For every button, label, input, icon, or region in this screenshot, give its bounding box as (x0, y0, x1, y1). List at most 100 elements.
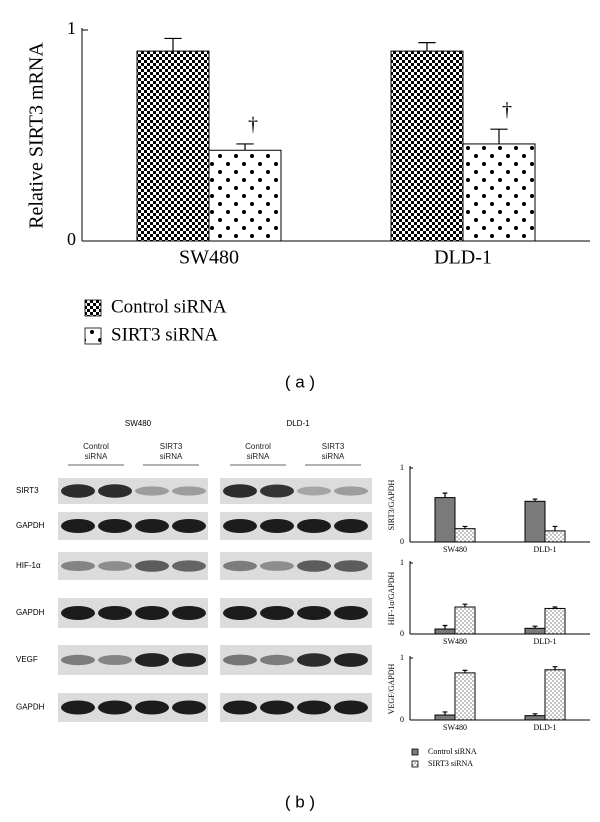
blot-band (98, 654, 132, 666)
x-tick-label: DLD-1 (533, 723, 556, 732)
blot-band (98, 519, 132, 533)
legend-swatch (411, 760, 419, 768)
blot-band (98, 561, 132, 571)
bar (524, 715, 546, 721)
blot-band (297, 606, 331, 620)
bar (544, 607, 566, 635)
x-tick-label: SW480 (443, 637, 467, 646)
blot-band (260, 519, 294, 533)
y-axis-label: Relative SIRT3 mRNA (26, 42, 48, 229)
blot-band (297, 560, 331, 572)
bar (544, 530, 566, 543)
bar (454, 528, 476, 543)
blot-band (61, 606, 95, 620)
y-axis-label: VEGF/GAPDH (387, 663, 396, 714)
blot-band (260, 606, 294, 620)
blot-band (172, 519, 206, 533)
blot-lane-label: Control siRNA (83, 442, 109, 461)
bar (136, 50, 210, 242)
blot-band (135, 560, 169, 572)
blot-lane-label: SIRT3 siRNA (159, 442, 183, 461)
bar (524, 627, 546, 635)
y-tick-label: 1 (67, 18, 76, 38)
legend-label: Control siRNA (428, 747, 477, 756)
bar (454, 672, 476, 721)
blot-band (223, 606, 257, 620)
y-tick-label: 0 (400, 629, 404, 638)
blot-row-label: HIF-1α (16, 561, 41, 570)
error-bar (462, 669, 468, 673)
blot-band (223, 700, 257, 715)
blot-band (297, 653, 331, 667)
error-bar (532, 713, 538, 716)
error-bar (442, 711, 448, 716)
y-tick-label: 1 (400, 653, 404, 662)
blot-band (223, 560, 257, 572)
blot-row-label: SIRT3 (16, 486, 39, 495)
blot-band (260, 700, 294, 715)
blot-band (135, 606, 169, 620)
blot-band (172, 653, 206, 667)
legend-label: SIRT3 siRNA (428, 759, 473, 768)
blot-row-label: GAPDH (16, 521, 45, 530)
error-bar (532, 625, 538, 629)
blot-band (297, 519, 331, 533)
x-tick-label: DLD-1 (533, 545, 556, 554)
annotation: † (502, 99, 512, 121)
bar (208, 149, 282, 242)
blot-band (334, 653, 368, 667)
blot-band (61, 519, 95, 533)
error-bar (462, 603, 468, 608)
blot-lane-label: Control siRNA (245, 442, 271, 461)
blot-band (334, 606, 368, 620)
blot-group-label: DLD-1 (286, 419, 310, 428)
blot-group-label: SW480 (125, 419, 152, 428)
y-axis-label: HIF-1α/GAPDH (387, 572, 396, 626)
annotation: † (248, 114, 258, 136)
blot-band (98, 700, 132, 715)
blot-band (260, 484, 294, 498)
error-bar (462, 525, 468, 529)
panel-label: ( a ) (285, 372, 315, 391)
x-tick-label: DLD-1 (434, 247, 492, 269)
blot-band (334, 486, 368, 496)
blot-band (223, 654, 257, 666)
legend-swatch (411, 748, 419, 756)
blot-row-label: VEGF (16, 655, 38, 664)
error-bar (418, 42, 436, 52)
bar (390, 50, 464, 242)
error-bar (532, 498, 538, 502)
blot-band (172, 700, 206, 715)
error-bar (552, 606, 558, 609)
y-tick-label: 0 (400, 537, 404, 546)
blot-band (223, 519, 257, 533)
blot-band (172, 606, 206, 620)
y-tick-label: 1 (400, 463, 404, 472)
y-tick-label: 0 (67, 229, 76, 249)
bar (434, 714, 456, 721)
error-bar (236, 143, 254, 151)
blot-band (297, 486, 331, 496)
bar (462, 143, 536, 242)
x-tick-label: SW480 (443, 545, 467, 554)
blot-band (61, 700, 95, 715)
blot-band (135, 653, 169, 667)
blot-band (334, 519, 368, 533)
bar (454, 606, 476, 635)
error-bar (552, 525, 558, 531)
blot-band (260, 654, 294, 666)
blot-band (98, 484, 132, 498)
error-bar (490, 128, 508, 144)
y-tick-label: 0 (400, 715, 404, 724)
blot-band (135, 486, 169, 496)
blot-band (297, 700, 331, 715)
bar (524, 500, 546, 543)
blot-band (334, 700, 368, 715)
blot-band (223, 484, 257, 498)
blot-row-label: GAPDH (16, 608, 45, 617)
error-bar (442, 624, 448, 630)
blot-band (172, 486, 206, 496)
error-bar (552, 666, 558, 670)
error-bar (442, 492, 448, 498)
